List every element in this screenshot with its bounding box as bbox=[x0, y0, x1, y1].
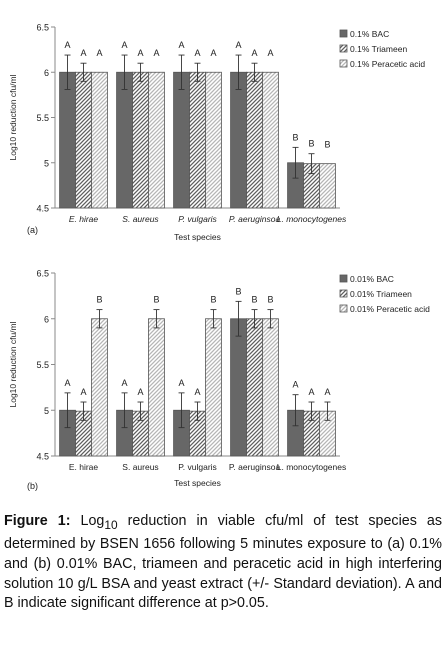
significance-letter: B bbox=[96, 295, 102, 305]
x-tick-label: S. aureus bbox=[122, 462, 158, 472]
y-tick-label: 5 bbox=[44, 406, 49, 416]
legend-swatch bbox=[339, 59, 348, 68]
y-tick-label: 6 bbox=[44, 68, 49, 78]
x-tick-label: P. vulgaris bbox=[178, 462, 217, 472]
significance-letter: A bbox=[179, 378, 185, 388]
bar bbox=[189, 71, 206, 209]
y-axis-label: Log10 reduction cfu/ml bbox=[8, 321, 18, 407]
y-tick-label: 5.5 bbox=[36, 360, 49, 370]
figure-panels: 4.5 5 5.5 6 6.5 Log10 reduction cfu/ml A A A E. h… bbox=[8, 23, 430, 492]
caption-text: reduction in viable cfu/ml of test speci… bbox=[4, 513, 442, 612]
significance-letter: B bbox=[210, 295, 216, 305]
significance-letter: A bbox=[236, 40, 242, 50]
significance-letter: A bbox=[324, 387, 330, 397]
legend-swatch bbox=[339, 289, 348, 298]
bar bbox=[59, 71, 76, 209]
x-axis-label: Test species bbox=[174, 232, 221, 242]
legend-swatch bbox=[339, 29, 348, 38]
significance-letter: B bbox=[153, 295, 159, 305]
x-tick-label: L. monocytogenes bbox=[277, 214, 347, 224]
significance-letter: B bbox=[293, 132, 299, 142]
x-tick-label: S. aureus bbox=[122, 214, 159, 224]
significance-letter: A bbox=[96, 48, 102, 58]
legend-swatch bbox=[339, 304, 348, 313]
y-tick-label: 6.5 bbox=[36, 23, 49, 33]
bar bbox=[262, 318, 279, 457]
bar bbox=[75, 71, 92, 209]
x-tick-label: E. hirae bbox=[69, 462, 99, 472]
significance-letter: A bbox=[179, 40, 185, 50]
legend-label: 0.01% Peracetic acid bbox=[350, 304, 430, 314]
significance-letter: B bbox=[324, 140, 330, 150]
bar bbox=[148, 318, 165, 457]
significance-letter: A bbox=[80, 48, 86, 58]
legend-label: 0.1% BAC bbox=[350, 29, 389, 39]
significance-letter: A bbox=[194, 387, 200, 397]
significance-letter: A bbox=[122, 378, 128, 388]
y-tick-label: 6.5 bbox=[36, 269, 49, 279]
significance-letter: B bbox=[308, 139, 314, 149]
legend-label: 0.01% BAC bbox=[350, 274, 394, 284]
bar bbox=[246, 71, 263, 209]
legend-label: 0.01% Triameen bbox=[350, 289, 412, 299]
x-tick-label: P. aeruginsoa bbox=[229, 462, 281, 472]
significance-letter: A bbox=[137, 48, 143, 58]
caption-log: Log bbox=[70, 513, 105, 529]
significance-letter: A bbox=[65, 378, 71, 388]
significance-letter: A bbox=[308, 387, 314, 397]
significance-letter: B bbox=[251, 295, 257, 305]
significance-letter: A bbox=[122, 40, 128, 50]
bar bbox=[132, 71, 149, 209]
bar bbox=[230, 71, 247, 209]
significance-letter: A bbox=[251, 48, 257, 58]
significance-letter: A bbox=[65, 40, 71, 50]
bar bbox=[91, 318, 108, 457]
significance-letter: A bbox=[267, 48, 273, 58]
bar bbox=[116, 71, 133, 209]
y-tick-label: 5 bbox=[44, 158, 49, 168]
legend-swatch bbox=[339, 44, 348, 53]
significance-letter: A bbox=[194, 48, 200, 58]
bar bbox=[319, 163, 336, 209]
significance-letter: A bbox=[153, 48, 159, 58]
significance-letter: B bbox=[267, 295, 273, 305]
y-tick-label: 4.5 bbox=[36, 452, 49, 462]
x-tick-label: P. aeruginsoa bbox=[229, 214, 281, 224]
legend-label: 0.1% Triameen bbox=[350, 44, 407, 54]
caption-subscript: 10 bbox=[104, 517, 118, 532]
legend-swatch bbox=[339, 274, 348, 283]
figure-caption: Figure 1: Log10 reduction in viable cfu/… bbox=[4, 512, 442, 614]
bar bbox=[205, 71, 222, 209]
panel-label: (b) bbox=[27, 481, 38, 491]
x-axis-label: Test species bbox=[174, 478, 221, 488]
significance-letter: A bbox=[137, 387, 143, 397]
y-tick-label: 6 bbox=[44, 314, 49, 324]
y-tick-label: 5.5 bbox=[36, 113, 49, 123]
bar bbox=[205, 318, 222, 457]
x-tick-label: E. hirae bbox=[69, 214, 99, 224]
bar bbox=[173, 71, 190, 209]
y-axis-label: Log10 reduction cfu/ml bbox=[8, 74, 18, 160]
bar bbox=[91, 71, 108, 209]
caption-label: Figure 1: bbox=[4, 513, 71, 529]
y-tick-label: 4.5 bbox=[36, 204, 49, 214]
significance-letter: B bbox=[236, 286, 242, 296]
x-tick-label: L. monocytogenes bbox=[277, 462, 346, 472]
bar bbox=[148, 71, 165, 209]
x-tick-label: P. vulgaris bbox=[178, 214, 217, 224]
bar bbox=[246, 318, 263, 457]
panel-label: (a) bbox=[27, 225, 38, 235]
significance-letter: A bbox=[293, 380, 299, 390]
significance-letter: A bbox=[210, 48, 216, 58]
significance-letter: A bbox=[80, 387, 86, 397]
bar bbox=[262, 71, 279, 209]
legend-label: 0.1% Peracetic acid bbox=[350, 59, 425, 69]
bar bbox=[230, 318, 247, 457]
